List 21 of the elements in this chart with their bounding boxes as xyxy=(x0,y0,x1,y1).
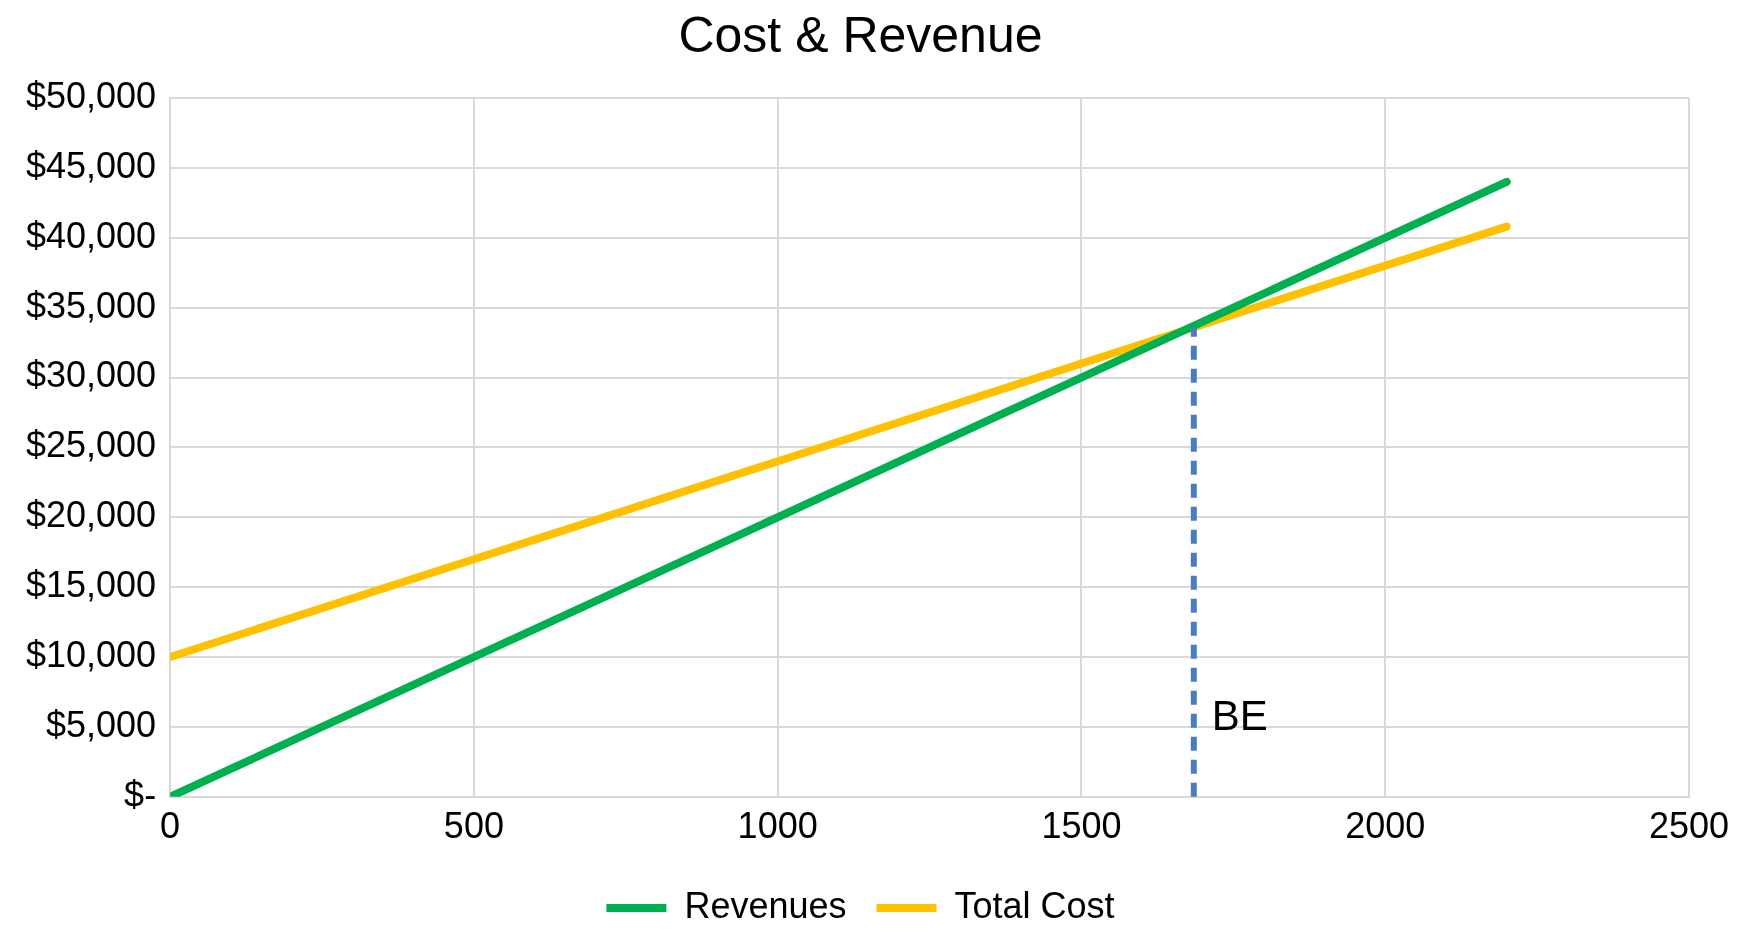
y-tick-label: $20,000 xyxy=(25,494,157,536)
y-tick-label: $35,000 xyxy=(25,284,157,326)
y-tick-label: $40,000 xyxy=(25,214,157,256)
y-tick-label: $45,000 xyxy=(25,144,157,186)
x-tick-label: 0 xyxy=(160,805,181,847)
y-tick-label: $50,000 xyxy=(25,74,157,116)
x-tick-label: 500 xyxy=(443,805,504,847)
y-tick-label: $25,000 xyxy=(25,424,157,466)
x-tick-label: 2500 xyxy=(1648,805,1729,847)
chart-title: Cost & Revenue xyxy=(678,6,1043,63)
y-tick-label: $- xyxy=(124,773,157,815)
legend-label: Revenues xyxy=(684,884,847,926)
y-tick-label: $15,000 xyxy=(25,564,157,606)
legend-label: Total Cost xyxy=(954,884,1115,926)
x-tick-label: 1500 xyxy=(1041,805,1122,847)
y-tick-label: $10,000 xyxy=(25,633,157,675)
y-tick-label: $5,000 xyxy=(46,703,157,745)
x-tick-label: 1000 xyxy=(737,805,818,847)
x-tick-label: 2000 xyxy=(1345,805,1426,847)
ref-line-label: BE xyxy=(1211,692,1268,740)
y-tick-label: $30,000 xyxy=(25,354,157,396)
